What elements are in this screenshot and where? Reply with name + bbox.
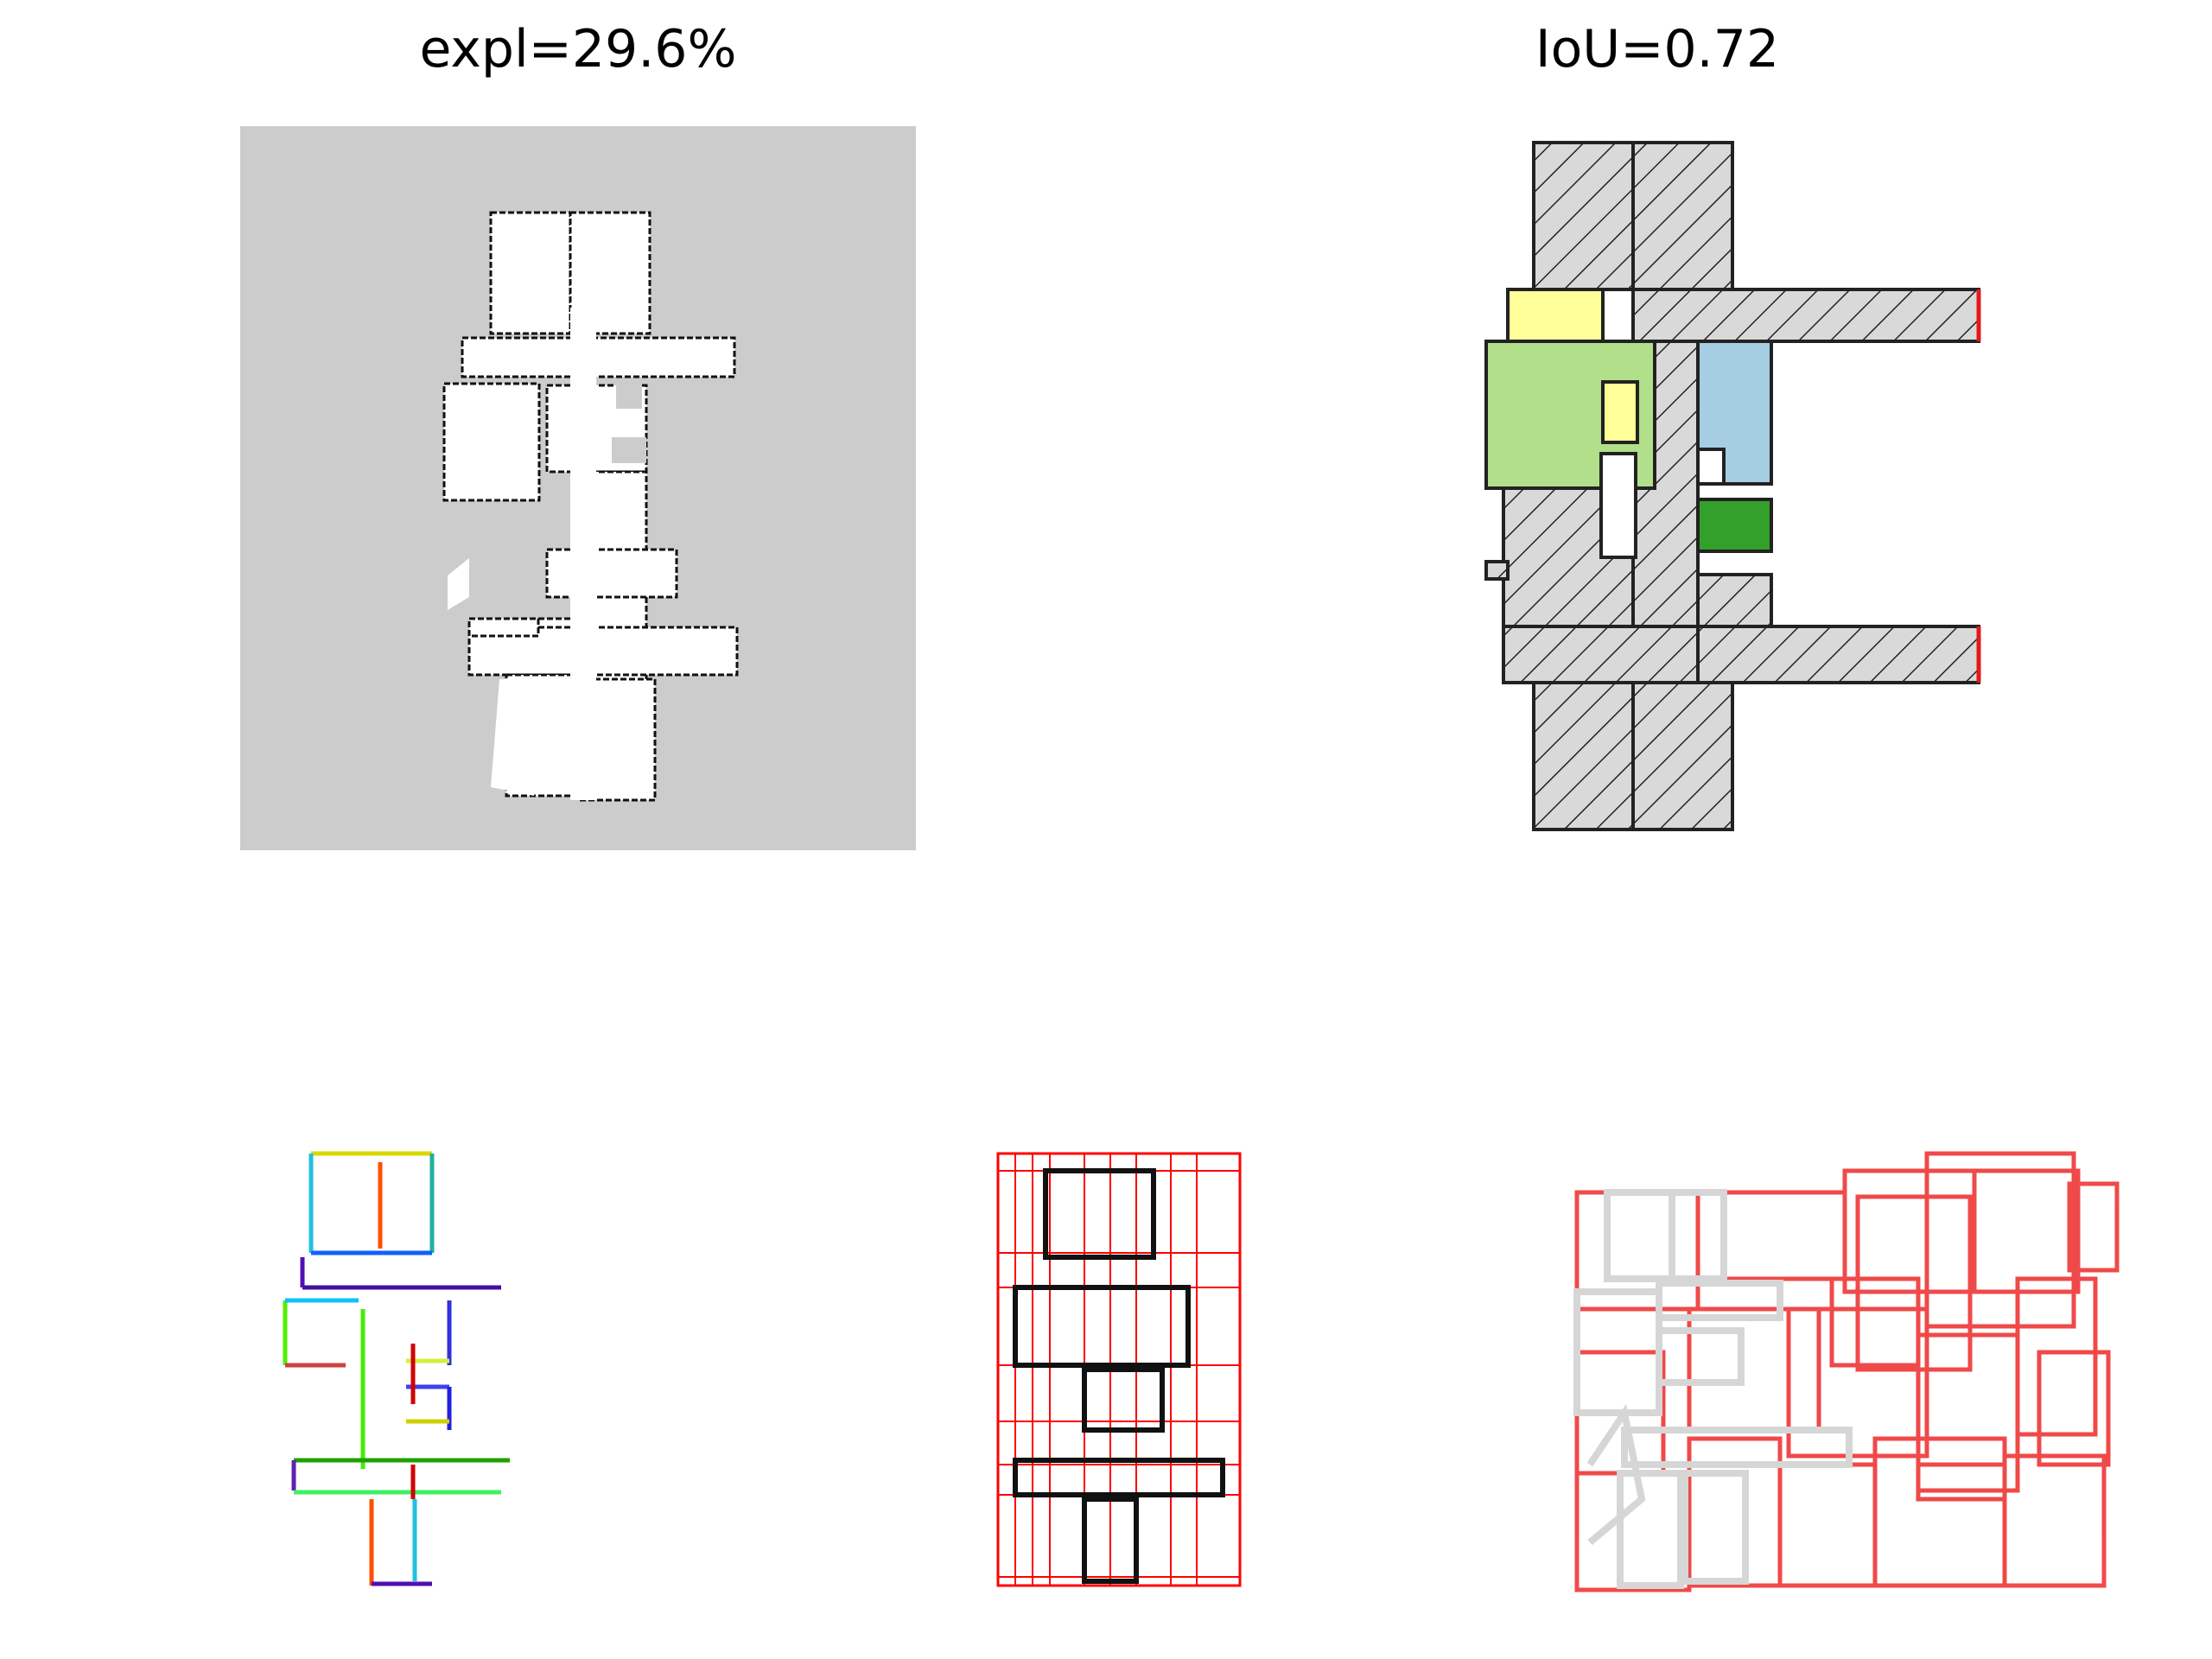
segmented-floor-plan bbox=[1484, 141, 1981, 831]
iou-title: IoU=0.72 bbox=[1535, 19, 1780, 79]
explored-occupancy-map bbox=[240, 126, 916, 850]
exploration-title: expl=29.6% bbox=[419, 19, 737, 79]
wall-grid-overlay bbox=[996, 1152, 1242, 1587]
room-partition bbox=[1573, 1151, 2120, 1592]
wall-segments bbox=[283, 1151, 510, 1586]
